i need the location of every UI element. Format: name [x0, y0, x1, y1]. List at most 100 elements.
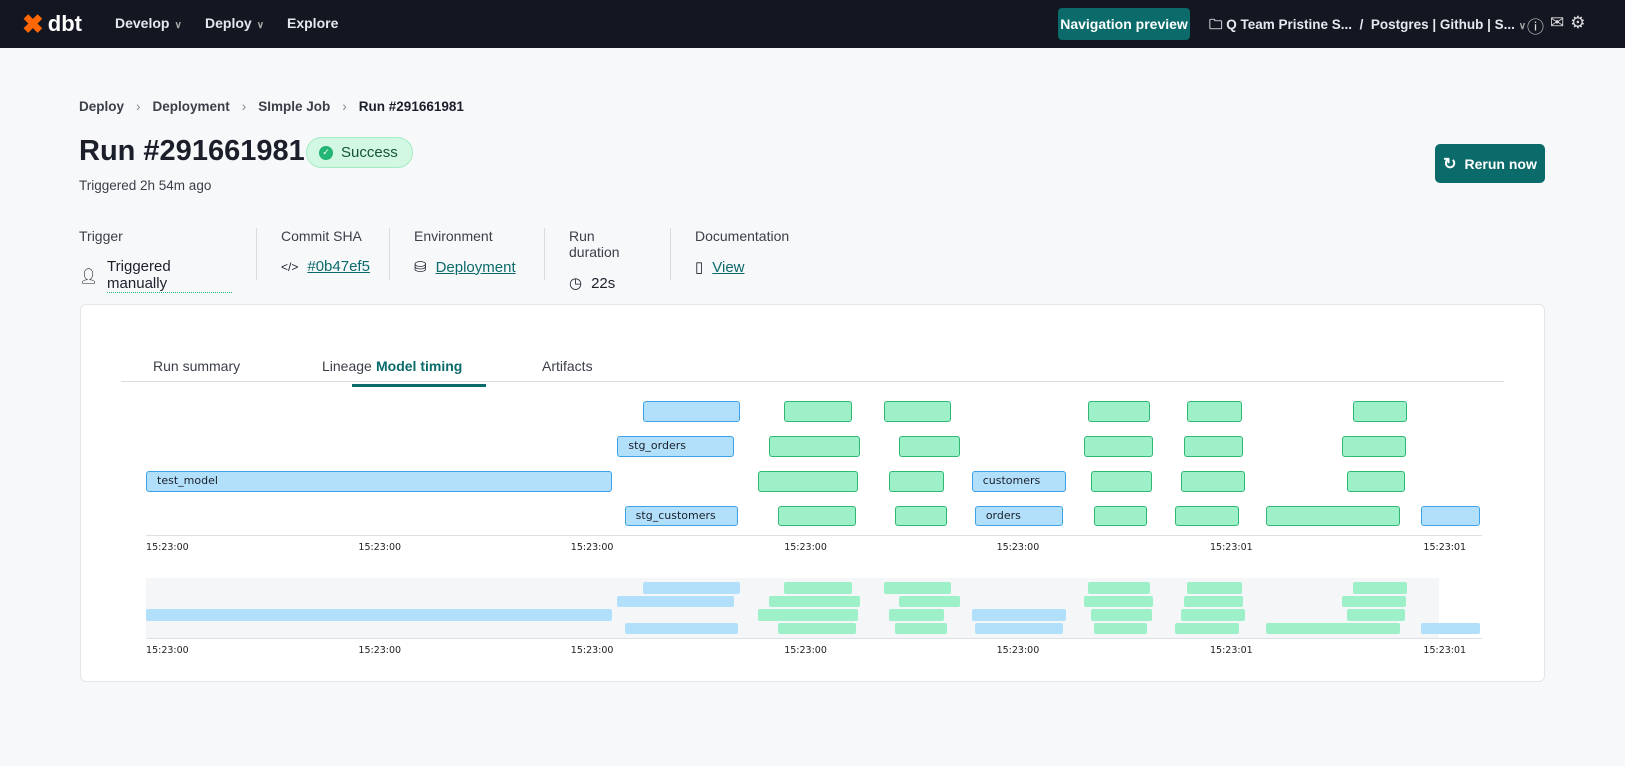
meta-label: Environment [414, 228, 493, 244]
project-selector[interactable]: 🗀 Q Team Pristine S... / Postgres | Gith… [1209, 17, 1527, 32]
chat-icon[interactable]: ✉ [1550, 13, 1565, 32]
chevron-down-icon: ∨ [1518, 21, 1527, 32]
breadcrumb-job[interactable]: SImple Job [258, 99, 331, 114]
minimap-bar [1087, 582, 1150, 594]
axis-tick-label: 15:23:00 [146, 541, 189, 553]
model-bar-stg_customers[interactable]: stg_customers [624, 505, 738, 527]
minimap-bar [1421, 622, 1481, 634]
minimap-axis-tick-label: 15:23:00 [146, 645, 189, 657]
minimap-bar [883, 582, 951, 594]
minimap-axis-tick-label: 15:23:00 [996, 645, 1040, 657]
minimap-bar [1184, 595, 1244, 608]
minimap-axis-tick-label: 15:23:00 [784, 645, 827, 657]
trigger-value: Triggered manually [107, 258, 232, 293]
run-metadata: Trigger 👤︎ Triggered manually Commit SHA </… [79, 228, 820, 293]
test-bar[interactable] [1187, 400, 1243, 422]
tab-bar: Run summary Lineage Model timing Artifac… [121, 350, 1504, 387]
nav-develop[interactable]: Develop ∨ [115, 15, 182, 31]
chevron-down-icon: ∨ [256, 20, 265, 31]
dbt-logo[interactable]: ✖ dbt [22, 9, 82, 39]
test-bar[interactable] [784, 400, 852, 422]
check-icon: ✓ [319, 145, 333, 160]
clock-icon: ◷ [569, 275, 583, 292]
minimap-bar [888, 609, 944, 621]
minimap-bar [1174, 622, 1239, 634]
meta-label: Documentation [695, 228, 790, 244]
gear-icon[interactable]: ⚙ [1570, 13, 1586, 32]
test-bar[interactable] [1346, 471, 1405, 493]
test-bar[interactable] [1090, 471, 1152, 493]
triggered-time: Triggered 2h 54m ago [79, 178, 212, 193]
minimap-bar [974, 622, 1063, 634]
test-bar[interactable] [1352, 400, 1407, 422]
minimap-bar [758, 609, 858, 621]
test-bar[interactable] [888, 471, 944, 493]
test-bar[interactable] [768, 436, 860, 457]
page-title: Run #291661981 [79, 135, 305, 167]
book-icon: ▯ [695, 259, 704, 276]
minimap-bar [1083, 595, 1154, 608]
top-nav: ✖ dbt Develop ∨ Deploy ∨ Explore Navigation… [0, 0, 1625, 48]
commit-sha-link[interactable]: #0b47ef5 [307, 258, 370, 275]
minimap-bar [1093, 622, 1147, 634]
test-bar[interactable] [883, 400, 951, 422]
environment-link[interactable]: Deployment [435, 258, 516, 276]
database-icon: ⛁ [414, 259, 427, 276]
axis-tick-label: 15:23:00 [570, 541, 614, 553]
test-bar[interactable] [1087, 400, 1150, 422]
test-bar[interactable] [1181, 471, 1246, 493]
minimap-bar [1187, 582, 1243, 594]
axis-tick-label: 15:23:00 [996, 541, 1040, 553]
nav-explore[interactable]: Explore [287, 15, 339, 31]
minimap-bar [971, 609, 1066, 621]
test-bar[interactable] [1174, 505, 1239, 527]
run-details-card: stg_orders test_model customers stg_custome… [80, 304, 1545, 682]
minimap-bar [778, 622, 856, 634]
model-bar-orders[interactable]: orders [974, 505, 1063, 527]
status-badge: ✓ Success [306, 137, 413, 168]
breadcrumb-run: Run #291661981 [358, 99, 464, 114]
minimap-bar [624, 622, 738, 634]
minimap-bar [1346, 609, 1405, 621]
model-bar-stg_orders[interactable]: stg_orders [617, 436, 735, 457]
axis-tick-label: 15:23:00 [358, 541, 402, 553]
test-bar[interactable] [899, 436, 961, 457]
tab-artifacts[interactable]: Artifacts [542, 358, 593, 374]
tab-model-timing[interactable]: Model timing [352, 358, 487, 387]
test-bar[interactable] [778, 505, 856, 527]
minimap-bar [1352, 582, 1407, 594]
test-bar[interactable] [758, 471, 858, 493]
rerun-now-button[interactable]: ↻ Rerun now [1435, 144, 1545, 183]
test-bar[interactable] [1093, 505, 1147, 527]
minimap-bar [784, 582, 852, 594]
nav-deploy[interactable]: Deploy ∨ [205, 15, 265, 31]
user-icon: 👤︎ [79, 267, 99, 285]
help-icon[interactable]: ⓘ [1527, 18, 1544, 37]
tab-lineage[interactable]: Lineage [322, 358, 372, 374]
breadcrumb: Deploy › Deployment › SImple Job › Run #291… [79, 99, 464, 114]
breadcrumb-deployment[interactable]: Deployment [152, 99, 230, 114]
minimap-bar [895, 622, 947, 634]
minimap-bar [1181, 609, 1246, 621]
code-icon: </> [281, 259, 299, 274]
dbt-logo-icon: ✖ [22, 9, 44, 39]
model-bar[interactable] [643, 400, 740, 422]
model-bar-test_model[interactable]: test_model [146, 471, 613, 493]
model-bar[interactable] [1421, 505, 1481, 527]
navigation-preview-button[interactable]: Navigation preview [1058, 8, 1190, 40]
timeline-axis [146, 534, 1483, 536]
test-bar[interactable] [1083, 436, 1154, 457]
chevron-down-icon: ∨ [174, 20, 182, 31]
test-bar[interactable] [895, 505, 947, 527]
axis-tick-label: 15:23:01 [1210, 541, 1253, 553]
test-bar[interactable] [1265, 505, 1400, 527]
breadcrumb-deploy[interactable]: Deploy [79, 99, 125, 114]
test-bar[interactable] [1341, 436, 1406, 457]
documentation-link[interactable]: View [712, 258, 745, 276]
model-bar-customers[interactable]: customers [971, 471, 1066, 493]
model-timing-chart: stg_orders test_model customers stg_custome… [81, 305, 1546, 683]
minimap-bar [768, 595, 860, 608]
tab-run-summary[interactable]: Run summary [153, 358, 241, 374]
test-bar[interactable] [1184, 436, 1244, 457]
timeline-axis [146, 638, 1483, 640]
